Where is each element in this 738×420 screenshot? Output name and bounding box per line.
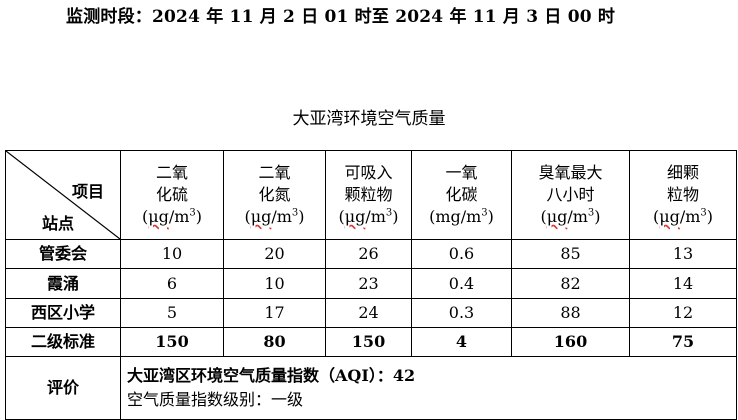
column-header-no2: 二氧 化氮 (μg/m3) <box>223 150 326 240</box>
corner-header-cell: 项目 站点 <box>5 150 121 240</box>
site-name: 管委会 <box>5 238 121 270</box>
table-cell: 26 <box>325 238 412 270</box>
column-header-so2: 二氧 化硫 (μg/m3) <box>120 150 224 240</box>
standard-value: 160 <box>511 327 630 358</box>
column-header-line1: 二氧 <box>258 163 291 182</box>
table-cell: 14 <box>629 268 737 299</box>
standard-value: 80 <box>223 327 326 358</box>
evaluation-content: 大亚湾区环境空气质量指数（AQI）：42 空气质量指数级别：一级 <box>120 356 737 420</box>
item-label: 项目 <box>71 182 104 201</box>
table-title: 大亚湾环境空气质量 <box>292 109 446 129</box>
column-header-line1: 一氧 <box>445 163 478 182</box>
table-cell: 6 <box>120 268 224 299</box>
aqi-level-line: 空气质量指数级别：一级 <box>127 390 304 410</box>
table-cell: 20 <box>223 238 326 270</box>
table-row: 霞涌 6 10 23 0.4 82 14 <box>5 268 737 299</box>
standard-label: 二级标准 <box>5 327 121 358</box>
table-cell: 24 <box>325 297 412 329</box>
table-cell: 23 <box>325 268 412 299</box>
diagonal-divider <box>6 151 120 239</box>
table-cell: 12 <box>629 297 737 329</box>
table-cell: 13 <box>629 238 737 270</box>
table-cell: 85 <box>511 238 630 270</box>
table-cell: 10 <box>223 268 326 299</box>
standard-value: 4 <box>411 327 512 358</box>
header-row: 项目 站点 二氧 化硫 (μg/m3) 二氧 化氮 (μg/m3) 可吸入 颗粒… <box>5 150 737 240</box>
monitoring-period: 监测时段：2024 年 11 月 2 日 01 时至 2024 年 11 月 3… <box>66 7 616 27</box>
column-header-co: 一氧 化碳 (mg/m3) <box>411 150 512 240</box>
column-header-line1: 细颗 <box>666 163 699 182</box>
evaluation-label: 评价 <box>5 356 121 420</box>
table-cell: 5 <box>120 297 224 329</box>
table-cell: 0.4 <box>411 268 512 299</box>
table-cell: 0.6 <box>411 238 512 270</box>
column-header-pm10: 可吸入 颗粒物 (μg/m3) <box>325 150 412 240</box>
column-header-o3: 臭氧最大 八小时 (μg/m3) <box>511 150 630 240</box>
column-header-line2: 粒物 <box>666 185 699 204</box>
column-unit: (μg/m3) <box>540 207 601 226</box>
column-header-line1: 二氧 <box>155 163 188 182</box>
standard-row: 二级标准 150 80 150 4 160 75 <box>5 327 737 358</box>
column-unit: (μg/m3) <box>338 207 399 226</box>
air-quality-table: 项目 站点 二氧 化硫 (μg/m3) 二氧 化氮 (μg/m3) 可吸入 颗粒… <box>5 150 737 420</box>
standard-value: 75 <box>629 327 737 358</box>
column-header-line2: 化硫 <box>155 185 188 204</box>
table-cell: 0.3 <box>411 297 512 329</box>
evaluation-row: 评价 大亚湾区环境空气质量指数（AQI）：42 空气质量指数级别：一级 <box>5 356 737 420</box>
column-unit: (μg/m3) <box>652 207 714 226</box>
table-cell: 82 <box>511 268 630 299</box>
column-header-line1: 臭氧最大 <box>538 163 603 182</box>
table-row: 西区小学 5 17 24 0.3 88 12 <box>5 297 737 329</box>
column-header-line1: 可吸入 <box>344 163 393 182</box>
table-cell: 17 <box>223 297 326 329</box>
table-row: 管委会 10 20 26 0.6 85 13 <box>5 238 737 270</box>
column-unit: (μg/m3) <box>141 207 203 226</box>
site-label: 站点 <box>42 214 75 233</box>
column-unit: (mg/m3) <box>429 207 494 226</box>
column-unit: (μg/m3) <box>244 207 305 226</box>
column-header-pm25: 细颗 粒物 (μg/m3) <box>629 150 737 240</box>
column-header-line2: 化氮 <box>258 185 291 204</box>
table-cell: 88 <box>511 297 630 329</box>
column-header-line2: 化碳 <box>445 185 478 204</box>
standard-value: 150 <box>120 327 224 358</box>
site-name: 西区小学 <box>5 297 121 329</box>
aqi-line: 大亚湾区环境空气质量指数（AQI）：42 <box>127 366 416 386</box>
column-header-line2: 颗粒物 <box>344 185 393 204</box>
table-cell: 10 <box>120 238 224 270</box>
site-name: 霞涌 <box>5 268 121 299</box>
standard-value: 150 <box>325 327 412 358</box>
column-header-line2: 八小时 <box>546 185 595 204</box>
